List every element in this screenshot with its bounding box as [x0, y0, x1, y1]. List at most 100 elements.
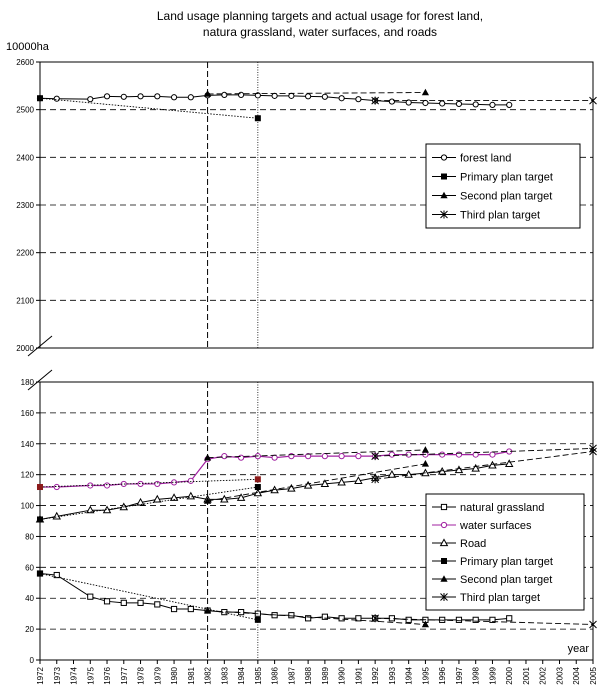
y-tick-label: 2500	[16, 106, 34, 115]
plan-target-line	[207, 449, 426, 459]
y-tick-label: 40	[25, 594, 34, 603]
y-axis-unit-label: 10000ha	[6, 41, 50, 53]
x-tick-label: 1975	[86, 666, 95, 684]
water-surfaces-point	[53, 483, 60, 491]
legend-entry-label: forest land	[460, 153, 511, 165]
road-point	[404, 470, 413, 478]
x-tick-label: 1996	[438, 666, 447, 684]
natural-grassland-point	[506, 615, 513, 622]
y-tick-label: 180	[21, 378, 35, 387]
y-tick-label: 2600	[16, 58, 34, 67]
y-tick-label: 60	[25, 563, 34, 572]
x-tick-label: 2004	[572, 666, 581, 684]
forest-land-point	[338, 95, 345, 102]
natural-grassland-point	[405, 616, 412, 623]
forest-land-point	[388, 98, 396, 105]
y-tick-label: 100	[21, 502, 35, 511]
y-tick-label: 2100	[16, 296, 34, 305]
natural-grassland-point	[237, 609, 245, 616]
road-point	[169, 493, 179, 501]
x-tick-label: 1991	[354, 666, 363, 684]
y-tick-label: 160	[21, 409, 35, 418]
bottom-panel: 0 20 40 60 80 100 120 140 160 180 1972 1973 1974 1975…	[21, 369, 598, 685]
forest-land-point	[422, 99, 429, 107]
road-point	[320, 479, 330, 488]
plan-target-point	[589, 447, 597, 456]
plan-target-point	[203, 606, 212, 614]
road-point	[153, 494, 162, 503]
x-tick-label: 1980	[170, 666, 179, 684]
plan-target-point	[37, 516, 43, 523]
water-surfaces-point	[305, 453, 312, 460]
natural-grassland-point	[120, 599, 127, 606]
forest-land-point	[53, 95, 60, 102]
x-tick-label: 1985	[254, 666, 263, 684]
x-tick-label: 1987	[287, 666, 296, 684]
road-point	[287, 483, 296, 492]
natural-grassland-point	[472, 616, 479, 623]
x-tick-label: 1984	[237, 666, 246, 684]
x-tick-label: 1976	[103, 666, 112, 684]
road-point	[454, 465, 464, 474]
plan-target-point	[203, 90, 212, 97]
legend-box	[425, 493, 585, 611]
top-panel: 2000 2100 2200 2300 2400 2500 2600	[16, 58, 597, 660]
legend-swatch-marker	[440, 210, 448, 219]
natural-grassland-point	[321, 613, 328, 620]
natural-grassland-point	[137, 599, 144, 606]
forest-land-point	[455, 100, 463, 108]
plan-target-point	[589, 620, 597, 629]
y-tick-label: 2300	[16, 201, 34, 210]
legend-entry-label: Road	[460, 538, 486, 550]
x-tick-label: 1998	[472, 666, 481, 684]
natural-grassland-point	[187, 605, 194, 613]
y-tick-label: 2200	[16, 249, 34, 258]
x-tick-label: 1997	[455, 666, 464, 684]
plan-target-point	[371, 452, 380, 461]
x-tick-label: 2002	[539, 666, 548, 684]
x-tick-label: 1972	[36, 666, 45, 684]
road-point	[186, 491, 196, 500]
plan-target-line	[39, 486, 258, 520]
road-point	[504, 459, 514, 467]
forest-land-point	[506, 101, 513, 109]
natural-grassland-point	[489, 616, 496, 623]
road-point	[220, 494, 229, 503]
plan-target-point	[421, 620, 430, 628]
road-point	[303, 480, 313, 489]
water-surfaces-point	[489, 451, 496, 458]
legend-top: forest land Primary plan target Second pla…	[425, 143, 581, 229]
x-tick-label: 1981	[187, 666, 196, 684]
road-point	[136, 497, 145, 506]
plan-target-point	[371, 96, 380, 105]
natural-grassland-point	[87, 593, 94, 600]
road-point	[236, 493, 246, 501]
forest-land-point	[154, 93, 161, 100]
natural-grassland-point	[103, 598, 111, 605]
forest-land-point	[439, 100, 446, 107]
road-point	[471, 463, 480, 472]
forest-land-point	[170, 94, 178, 101]
forest-land-point	[187, 94, 194, 101]
forest-land-point	[254, 92, 261, 99]
legend-swatch-marker	[441, 173, 447, 180]
water-surfaces-point	[170, 479, 178, 486]
plan-target-line	[375, 451, 594, 480]
water-surfaces-point	[439, 451, 446, 458]
water-surfaces-point	[221, 453, 228, 460]
natural-grassland-point	[305, 615, 312, 622]
water-surfaces-point	[338, 453, 345, 460]
legend-swatch-marker	[441, 558, 447, 564]
x-tick-label: 2005	[589, 666, 598, 684]
natural-grassland-point	[154, 601, 161, 608]
plan-target-line	[375, 617, 594, 625]
plan-target-line	[39, 97, 258, 119]
x-tick-label: 1990	[338, 666, 347, 684]
water-surfaces-point	[237, 454, 245, 461]
plan-target-point	[254, 484, 261, 491]
legend-swatch-marker	[440, 503, 448, 511]
water-surfaces-point	[187, 477, 194, 484]
forest-land-point	[87, 96, 94, 103]
x-tick-label: 2003	[555, 666, 564, 684]
